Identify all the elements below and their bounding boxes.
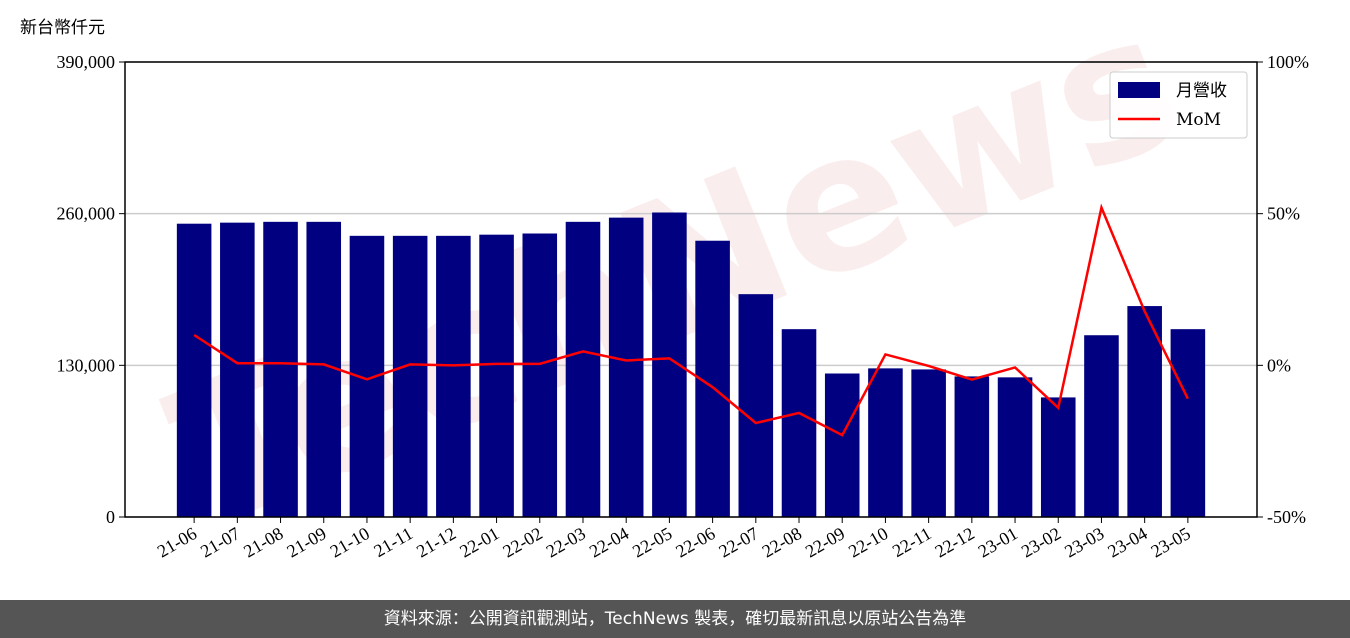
chart: 新台幣仟元 TechNews 0130,000260,000390,000-50… [20, 0, 1309, 570]
x-tick-label: 21-10 [327, 523, 373, 561]
x-tick-label: 23-05 [1147, 523, 1193, 561]
y-axis-label: 新台幣仟元 [20, 18, 105, 38]
bar [1084, 335, 1119, 517]
bar [997, 377, 1033, 517]
legend-label: MoM [1176, 110, 1221, 130]
x-tick-label: 21-12 [413, 523, 459, 561]
x-tick-label: 22-10 [845, 523, 891, 561]
bar [954, 376, 990, 517]
bar [1170, 329, 1206, 517]
y-tick-label: 390,000 [57, 52, 116, 72]
y-tick-label: 260,000 [57, 204, 116, 224]
x-tick-label: 22-12 [931, 523, 977, 561]
footer: 資料來源：公開資訊觀測站，TechNews 製表，確切最新訊息以原站公告為準 [0, 600, 1350, 638]
x-tick-label: 22-08 [759, 523, 805, 561]
bar [1040, 397, 1076, 517]
bar [392, 235, 428, 518]
y2-tick-label: 0% [1267, 355, 1291, 375]
x-tick-label: 23-02 [1018, 523, 1064, 561]
bar [608, 217, 644, 517]
x-tick-label: 22-04 [586, 523, 632, 561]
bar [738, 294, 774, 517]
x-tick-label: 22-02 [499, 523, 545, 561]
x-tick-label: 22-11 [889, 523, 935, 561]
y2-tick-label: 50% [1267, 204, 1300, 224]
bar [479, 234, 514, 517]
legend-swatch [1118, 82, 1160, 98]
bar [436, 235, 471, 518]
x-tick-label: 22-07 [715, 523, 761, 561]
x-tick-label: 23-01 [975, 523, 1021, 561]
x-tick-label: 23-04 [1104, 523, 1150, 561]
y-tick-label: 0 [106, 507, 115, 527]
x-tick-label: 22-06 [672, 523, 718, 561]
bar [781, 329, 817, 517]
x-tick-label: 22-09 [802, 523, 848, 561]
x-tick-label: 23-03 [1061, 523, 1107, 561]
x-tick-label: 21-06 [154, 523, 200, 561]
bar [522, 233, 558, 517]
bar [176, 223, 212, 517]
x-tick-label: 22-05 [629, 523, 675, 561]
bar [220, 222, 255, 517]
x-tick-label: 22-03 [543, 523, 589, 561]
bar [824, 373, 860, 517]
y-tick-label: 130,000 [57, 355, 116, 375]
legend-label: 月營收 [1176, 81, 1227, 101]
y2-tick-label: 100% [1267, 52, 1309, 72]
x-tick-label: 22-01 [456, 523, 502, 561]
bar [1127, 306, 1162, 517]
bar [565, 221, 601, 518]
line [193, 203, 1189, 437]
bar [911, 369, 946, 517]
bar [263, 221, 298, 518]
plot-frame [124, 61, 1258, 518]
bar [868, 368, 903, 517]
y2-tick-label: -50% [1267, 507, 1306, 527]
x-tick-label: 21-11 [370, 523, 416, 561]
bar [652, 212, 687, 517]
